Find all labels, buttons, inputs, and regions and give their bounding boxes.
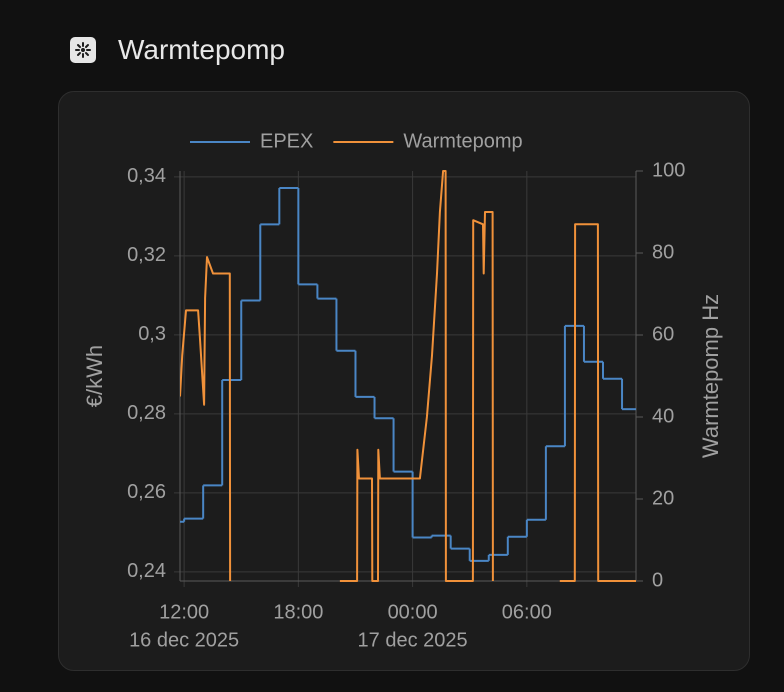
y-tick-label: 0,32 — [127, 244, 166, 266]
card-icon — [70, 37, 96, 63]
y2-tick-label: 100 — [652, 159, 685, 181]
y2-axis-title: Warmtepomp Hz — [698, 294, 723, 458]
x-tick-label: 06:00 — [502, 601, 552, 623]
series-line — [180, 170, 636, 582]
y-tick-label: 0,3 — [138, 323, 166, 345]
y2-tick-label: 80 — [652, 241, 674, 263]
y-tick-label: 0,26 — [127, 481, 166, 503]
legend-label: Warmtepomp — [403, 130, 522, 152]
y-tick-label: 0,34 — [127, 165, 166, 187]
plot-area — [180, 170, 636, 582]
x-tick-label: 12:00 — [159, 601, 209, 623]
x-date-label: 17 dec 2025 — [358, 629, 468, 651]
fan-icon — [75, 42, 91, 58]
legend-label: EPEX — [260, 130, 313, 152]
x-date-label: 16 dec 2025 — [129, 629, 239, 651]
y2-tick-label: 20 — [652, 487, 674, 509]
y-tick-label: 0,24 — [127, 560, 166, 582]
card-title: Warmtepomp — [118, 34, 286, 65]
y-tick-label: 0,28 — [127, 402, 166, 424]
x-tick-label: 00:00 — [388, 601, 438, 623]
y2-tick-label: 40 — [652, 405, 674, 427]
y2-tick-label: 60 — [652, 323, 674, 345]
y-axis-title: €/kWh — [82, 345, 107, 407]
y2-tick-label: 0 — [652, 569, 663, 591]
card-header: Warmtepomp — [70, 30, 285, 70]
card — [58, 91, 750, 671]
x-tick-label: 18:00 — [273, 601, 323, 623]
